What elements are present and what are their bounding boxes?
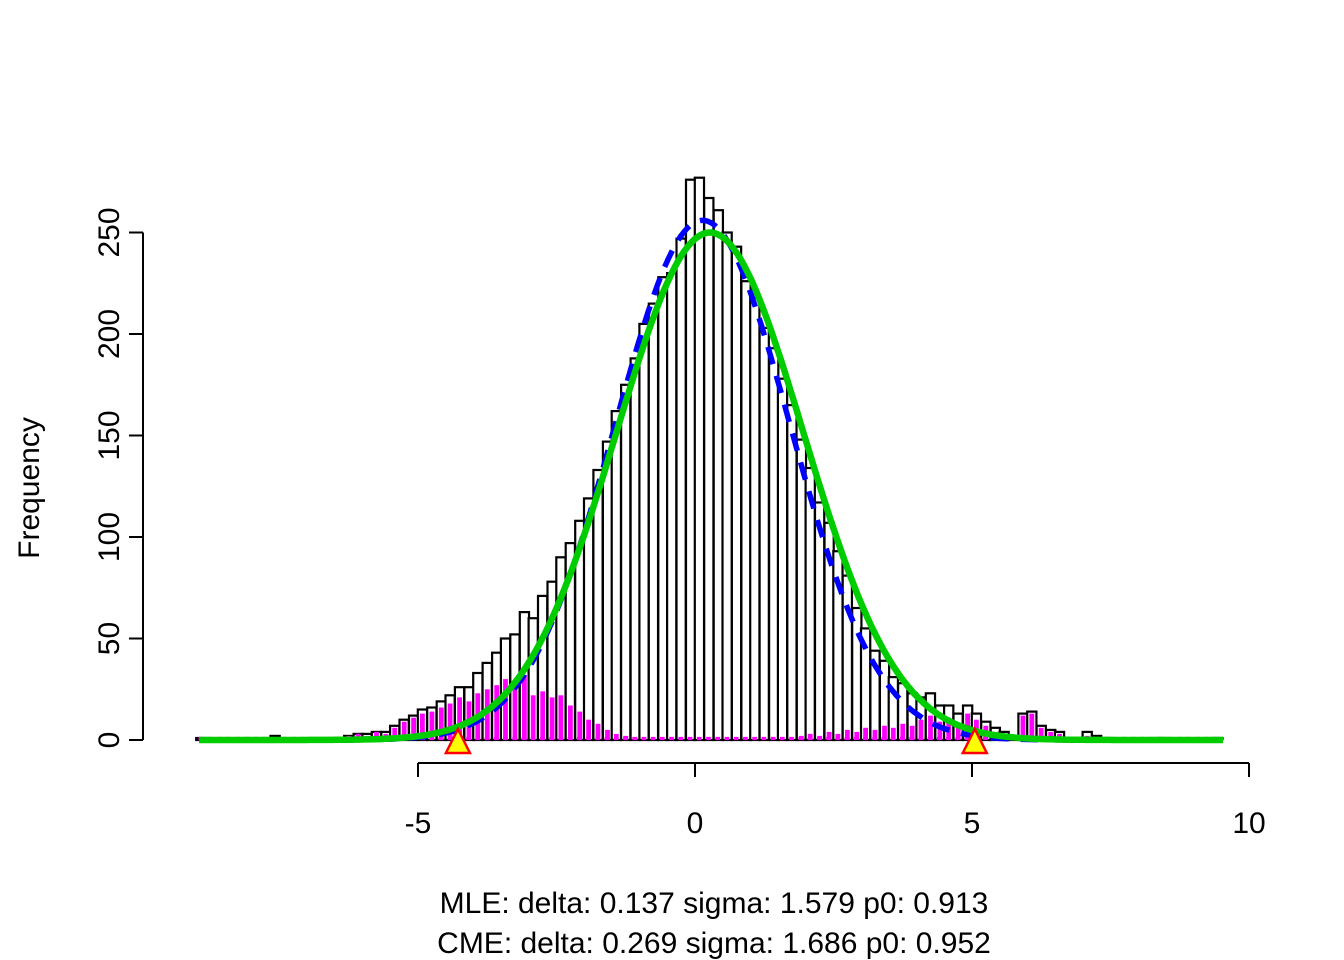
outlier-bar xyxy=(549,697,555,740)
y-tick-label: 200 xyxy=(93,309,126,359)
histogram-bar xyxy=(675,237,687,742)
outlier-bar xyxy=(909,725,915,740)
outlier-bar xyxy=(799,735,804,740)
outlier-bar xyxy=(817,735,823,740)
outlier-bar xyxy=(595,723,601,740)
outlier-bar xyxy=(605,729,610,740)
outlier-bar xyxy=(401,721,407,740)
histogram-bar xyxy=(749,296,761,742)
outlier-bar xyxy=(937,721,943,740)
histogram-bar xyxy=(703,196,715,742)
x-tick-label: 0 xyxy=(687,807,704,840)
histogram-bars xyxy=(195,176,1223,742)
histogram-bar xyxy=(786,404,798,742)
outlier-bar xyxy=(484,689,490,741)
histogram-bar xyxy=(841,574,854,742)
outlier-bar xyxy=(1029,713,1035,740)
outlier-bar xyxy=(613,733,619,740)
histogram-bar xyxy=(610,410,623,742)
outlier-bar xyxy=(392,727,398,740)
outlier-bar xyxy=(420,713,425,740)
outlier-bar xyxy=(429,711,435,740)
outlier-bar xyxy=(623,735,629,740)
outlier-bar xyxy=(918,719,924,740)
outlier-bar xyxy=(586,719,591,740)
histogram-bar xyxy=(721,231,733,742)
y-tick-label: 150 xyxy=(93,410,126,460)
outlier-bar xyxy=(447,703,453,740)
outlier-bar xyxy=(632,738,638,740)
outlier-bar xyxy=(928,715,933,740)
outlier-bar xyxy=(872,729,878,740)
outlier-bar xyxy=(1048,731,1054,740)
outlier-bar xyxy=(438,707,444,740)
outlier-bar xyxy=(826,731,832,740)
outlier-bar xyxy=(882,725,887,740)
x-tick-label: -5 xyxy=(405,807,432,840)
outlier-bar xyxy=(512,685,518,740)
triangle-marker xyxy=(960,726,989,755)
histogram-bar xyxy=(804,466,816,742)
outlier-bar xyxy=(411,717,416,740)
outlier-bar xyxy=(854,731,860,740)
threshold-markers xyxy=(443,726,989,755)
histogram-bar xyxy=(647,302,660,742)
fit-parameters-caption: MLE: delta: 0.137 sigma: 1.579 p0: 0.913… xyxy=(437,884,991,960)
axes xyxy=(129,231,1250,777)
outlier-bar xyxy=(522,675,527,740)
histogram-bar xyxy=(693,176,706,742)
outlier-bar xyxy=(568,705,573,740)
outlier-bar xyxy=(955,723,961,740)
y-tick-label: 100 xyxy=(93,512,126,562)
outlier-bar xyxy=(558,695,564,740)
outlier-bar xyxy=(1038,727,1044,740)
y-tick-label: 0 xyxy=(93,732,126,749)
histogram-bar xyxy=(730,245,743,742)
outlier-bar xyxy=(890,727,896,740)
outlier-bar xyxy=(540,691,546,740)
cme-fit-curve xyxy=(199,229,1223,744)
y-tick-label: 50 xyxy=(93,622,126,655)
outlier-bar xyxy=(457,697,462,740)
outlier-bar xyxy=(807,733,813,740)
outlier-bar xyxy=(577,711,583,740)
histogram-bar xyxy=(619,383,632,742)
outlier-bar xyxy=(1020,715,1026,740)
histogram-bar xyxy=(813,501,826,742)
outlier-bar xyxy=(503,679,508,740)
triangle-marker xyxy=(443,726,472,755)
histogram-bar xyxy=(665,272,678,742)
outlier-bar xyxy=(863,727,868,740)
caption-line-mle: MLE: delta: 0.137 sigma: 1.579 p0: 0.913 xyxy=(439,887,989,920)
histogram-bar xyxy=(758,326,770,742)
outlier-bar xyxy=(845,729,850,740)
outlier-bar xyxy=(835,733,841,740)
histogram-bar xyxy=(776,377,789,742)
outlier-bar xyxy=(494,685,500,740)
x-tick-label: 5 xyxy=(964,807,981,840)
y-tick-label: 250 xyxy=(93,207,126,257)
outlier-bar xyxy=(530,695,536,740)
outlier-bar xyxy=(900,723,906,740)
histogram-bar xyxy=(638,322,650,742)
x-tick-label: 10 xyxy=(1232,807,1265,840)
caption-line-cme: CME: delta: 0.269 sigma: 1.686 p0: 0.952 xyxy=(437,927,991,960)
